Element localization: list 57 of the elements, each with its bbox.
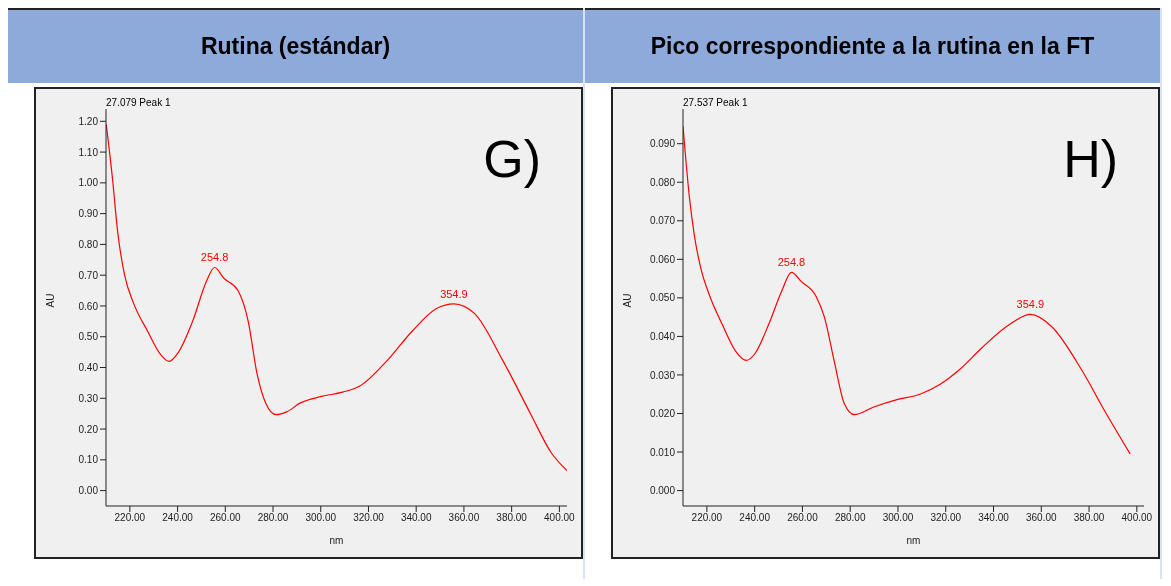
chart-subtitle: 27.537 Peak 1 (683, 97, 748, 108)
x-tick-label: 340.00 (400, 512, 432, 524)
x-tick-label: 300.00 (305, 512, 337, 524)
x-tick-label: 240.00 (739, 512, 771, 524)
x-tick-label: 220.00 (114, 512, 146, 524)
x-tick-label: 320.00 (353, 512, 385, 524)
x-tick-label: 240.00 (162, 512, 194, 524)
y-tick-label: 0.20 (78, 423, 99, 435)
y-tick-label: 0.50 (78, 331, 99, 343)
y-tick-label: 0.090 (649, 138, 676, 150)
x-axis-title: nm (329, 535, 344, 546)
x-tick-label: 380.00 (496, 512, 528, 524)
x-axis-title: nm (906, 535, 921, 546)
y-tick-label: 1.20 (78, 115, 99, 127)
chart-title: Pico correspondiente a la rutina en la FT (585, 8, 1160, 83)
y-tick-label: 0.010 (649, 446, 676, 458)
y-tick-label: 0.80 (78, 238, 99, 250)
x-tick-label: 220.00 (691, 512, 723, 524)
y-tick-label: 0.020 (649, 408, 676, 420)
x-tick-label: 340.00 (978, 512, 1010, 524)
y-tick-label: 1.10 (78, 146, 99, 158)
y-tick-label: 0.070 (649, 215, 676, 227)
y-axis-title: AU (621, 293, 633, 308)
annotation: 254.8 (777, 256, 806, 269)
annotation: G) (483, 129, 541, 189)
y-tick-label: 1.00 (78, 177, 99, 189)
chart-subtitle: 27.079 Peak 1 (106, 97, 171, 108)
annotation: 254.8 (200, 251, 229, 264)
y-tick-label: 0.90 (78, 208, 99, 220)
x-tick-label: 360.00 (448, 512, 480, 524)
y-tick-label: 0.050 (649, 292, 676, 304)
y-tick-label: 0.60 (78, 300, 99, 312)
y-tick-label: 0.000 (649, 485, 676, 497)
x-tick-label: 360.00 (1025, 512, 1058, 524)
x-tick-label: 260.00 (210, 512, 242, 524)
annotation: H) (1063, 129, 1118, 189)
x-tick-label: 280.00 (834, 512, 866, 524)
y-tick-label: 0.030 (649, 369, 676, 381)
y-tick-label: 0.060 (649, 253, 676, 265)
y-tick-label: 0.70 (78, 269, 99, 281)
x-tick-label: 260.00 (787, 512, 819, 524)
y-tick-label: 0.30 (78, 392, 99, 404)
x-tick-label: 380.00 (1073, 512, 1105, 524)
x-tick-label: 300.00 (882, 512, 914, 524)
y-tick-label: 0.40 (78, 362, 99, 374)
x-tick-label: 400.00 (544, 512, 576, 524)
x-tick-label: 400.00 (1121, 512, 1153, 524)
x-tick-label: 320.00 (930, 512, 962, 524)
annotation: 354.9 (440, 287, 468, 300)
y-tick-label: 0.00 (78, 485, 99, 497)
chart-title: Rutina (estándar) (8, 8, 583, 83)
annotation: 354.9 (1016, 298, 1045, 311)
x-tick-label: 280.00 (257, 512, 289, 524)
y-tick-label: 0.10 (78, 454, 99, 466)
y-tick-label: 0.080 (649, 176, 676, 188)
y-tick-label: 0.040 (649, 330, 676, 342)
y-axis-title: AU (44, 293, 56, 308)
